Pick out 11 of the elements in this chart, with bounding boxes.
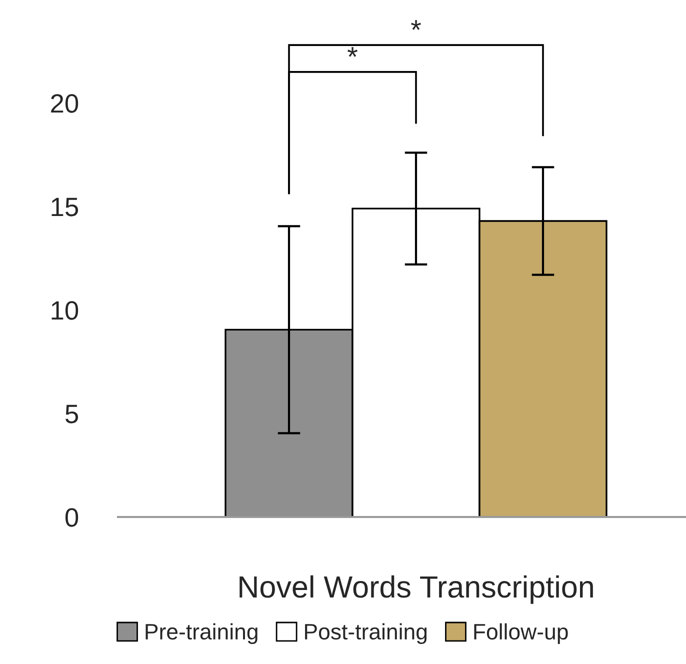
y-tick-label: 20 [51, 94, 78, 113]
legend-label: Post-training [305, 623, 427, 644]
text: * [411, 20, 421, 30]
y-tick-label: 10 [52, 301, 78, 320]
y-tick-label: 5 [65, 404, 78, 424]
legend-label: Pre-training [146, 623, 258, 644]
legend-label: Follow-up [474, 623, 568, 644]
y-tick-label: 0 [65, 508, 78, 527]
x-tick-label: Novel Words Transcription [240, 575, 593, 604]
y-tick-label: 15 [52, 198, 78, 216]
text: * [348, 47, 358, 57]
